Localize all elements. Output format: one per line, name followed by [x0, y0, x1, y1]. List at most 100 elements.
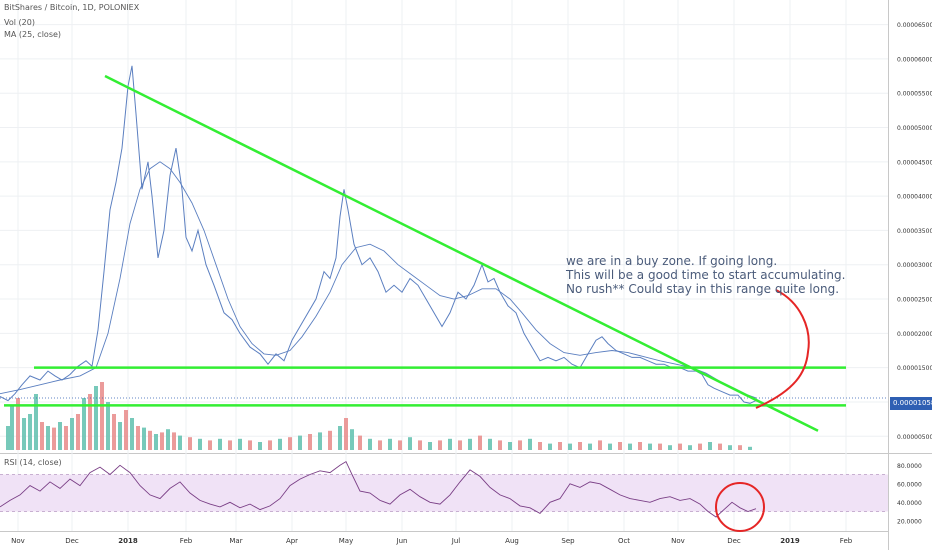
volume-bar	[528, 438, 532, 450]
time-tick-label: Dec	[727, 537, 741, 545]
volume-bar	[76, 414, 80, 450]
ma-line	[0, 161, 757, 399]
volume-bar	[166, 429, 170, 450]
annotation-line-3: No rush** Could stay in this range quite…	[566, 282, 840, 296]
rsi-tick-label: 80.0000	[897, 463, 922, 470]
price-tick-label: 0.00006000	[897, 56, 932, 63]
volume-bar	[238, 438, 242, 450]
annotation-line-2: This will be a good time to start accumu…	[566, 268, 846, 282]
volume-bar	[258, 442, 262, 450]
volume-bar	[218, 438, 222, 450]
volume-legend: Vol (20)	[4, 18, 35, 27]
time-tick-label: 2018	[118, 537, 138, 545]
volume-bar	[578, 442, 582, 450]
rsi-legend: RSI (14, close)	[4, 458, 62, 467]
series-lines	[0, 65, 888, 518]
volume-bar	[448, 438, 452, 450]
volume-bar	[548, 443, 552, 450]
volume-bar	[308, 434, 312, 450]
volume-bar	[558, 442, 562, 450]
volume-bar	[154, 434, 158, 450]
volume-bar	[398, 440, 402, 450]
price-tick-label: 0.00002000	[897, 331, 932, 338]
rsi-line	[0, 460, 757, 518]
rsi-tick-label: 20.0000	[897, 518, 922, 525]
time-tick-label: Oct	[618, 537, 630, 545]
price-tick-label: 0.00006500	[897, 22, 932, 29]
volume-bar	[658, 443, 662, 450]
time-tick-label: Mar	[229, 537, 242, 545]
volume-bar	[488, 438, 492, 450]
volume-bar	[538, 442, 542, 450]
volume-bar	[112, 414, 116, 450]
time-tick-label: May	[339, 537, 353, 545]
volume-bar	[46, 426, 50, 450]
volume-bar	[268, 440, 272, 450]
time-tick-label: Dec	[65, 537, 79, 545]
volume-bar	[718, 443, 722, 450]
volume-bar	[172, 432, 176, 450]
volume-bar	[16, 398, 20, 450]
time-tick-label: Apr	[286, 537, 298, 545]
rsi-tick-label: 60.0000	[897, 481, 922, 488]
volume-bar	[278, 438, 282, 450]
volume-bar	[328, 430, 332, 450]
volume-bar	[498, 440, 502, 450]
volume-bar	[708, 442, 712, 450]
time-tick-label: Nov	[671, 537, 685, 545]
volume-bar	[368, 438, 372, 450]
time-tick-label: Jun	[396, 537, 408, 545]
volume-bar	[88, 394, 92, 450]
price-line	[0, 65, 757, 404]
volume-bar	[478, 435, 482, 450]
volume-bar	[188, 437, 192, 450]
price-tick-label: 0.00003500	[897, 228, 932, 235]
volume-bar	[350, 429, 354, 450]
volume-bar	[728, 445, 732, 450]
volume-bar	[248, 440, 252, 450]
current-price-label: 0.00001058	[890, 397, 932, 410]
volume-bar	[518, 440, 522, 450]
volume-bar	[148, 430, 152, 450]
price-tick-label: 0.00004500	[897, 159, 932, 166]
volume-bar	[668, 445, 672, 450]
volume-bar	[418, 440, 422, 450]
volume-bar	[100, 382, 104, 450]
volume-bar	[598, 440, 602, 450]
rsi-band	[0, 474, 888, 512]
volume-bar	[118, 422, 122, 450]
volume-bar	[136, 426, 140, 450]
volume-bar	[106, 402, 110, 450]
volume-bar	[178, 435, 182, 450]
volume-bar	[64, 426, 68, 450]
volume-bar	[208, 440, 212, 450]
volume-bar	[34, 394, 38, 450]
time-tick-label: Feb	[840, 537, 853, 545]
time-tick-label: 2019	[780, 537, 800, 545]
volume-bar	[288, 437, 292, 450]
volume-bar	[52, 427, 56, 450]
volume-bar	[388, 438, 392, 450]
volume-bar	[428, 442, 432, 450]
volume-bar	[6, 426, 10, 450]
price-pane	[0, 0, 888, 452]
volume-bar	[124, 410, 128, 450]
volume-bar	[628, 443, 632, 450]
time-tick-label: Aug	[505, 537, 519, 545]
ma-legend: MA (25, close)	[4, 30, 62, 39]
volume-bar	[318, 432, 322, 450]
volume-bar	[130, 418, 134, 450]
volume-bar	[648, 443, 652, 450]
annotation-text: we are in a buy zone. If going long. Thi…	[566, 254, 845, 296]
trendline	[104, 74, 819, 432]
volume-bar	[408, 437, 412, 450]
time-tick-label: Sep	[561, 537, 575, 545]
volume-bar	[748, 446, 752, 450]
volume-bar	[338, 426, 342, 450]
trendlines	[4, 74, 846, 432]
volume-bar	[198, 438, 202, 450]
price-tick-label: 0.00004000	[897, 194, 932, 201]
volume-bar	[142, 427, 146, 450]
price-tick-label: 0.00002500	[897, 297, 932, 304]
